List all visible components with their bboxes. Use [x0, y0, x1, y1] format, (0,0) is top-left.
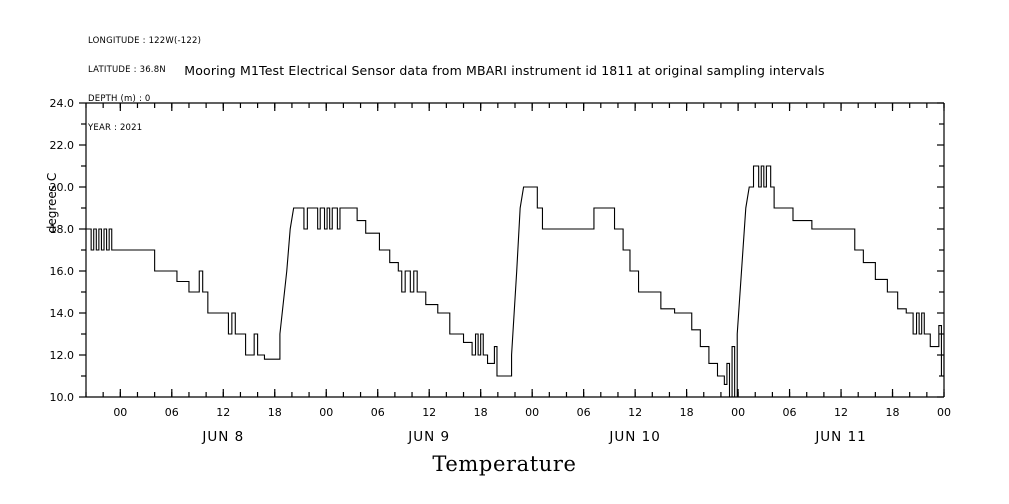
x-tick-label: 18: [268, 406, 282, 419]
y-tick-label: 14.0: [50, 307, 75, 320]
x-tick-label: 06: [577, 406, 591, 419]
y-tick-label: 18.0: [50, 223, 75, 236]
metadata-latitude: LATITUDE : 36.8N: [88, 64, 166, 75]
x-tick-label: 12: [834, 406, 848, 419]
x-tick-label: 00: [937, 406, 951, 419]
y-tick-label: 22.0: [50, 139, 75, 152]
y-tick-label: 24.0: [50, 97, 75, 110]
metadata-longitude: LONGITUDE : 122W(-122): [88, 36, 202, 47]
x-tick-label: 00: [731, 406, 745, 419]
metadata-year: YEAR : 2021: [88, 122, 143, 133]
bottom-variable-label: Temperature: [432, 452, 577, 476]
x-tick-label: 06: [783, 406, 797, 419]
y-tick-label: 12.0: [50, 349, 75, 362]
metadata-block: LONGITUDE : 122W(-122) LATITUDE : 36.8N …: [88, 18, 201, 152]
x-day-label: JUN 10: [608, 429, 660, 445]
data-line-temperature: [86, 165, 944, 397]
y-tick-label: 16.0: [50, 265, 75, 278]
x-tick-label: 00: [113, 406, 127, 419]
x-tick-label: 00: [319, 406, 333, 419]
y-tick-label: 20.0: [50, 181, 75, 194]
x-day-label: JUN 9: [407, 429, 450, 445]
x-tick-label: 06: [165, 406, 179, 419]
x-tick-label: 00: [525, 406, 539, 419]
metadata-depth: DEPTH (m) : 0: [88, 93, 151, 104]
x-tick-label: 18: [680, 406, 694, 419]
x-day-label: JUN 8: [201, 429, 244, 445]
x-tick-label: 18: [474, 406, 488, 419]
y-tick-label: 10.0: [50, 391, 75, 404]
x-tick-label: 06: [371, 406, 385, 419]
chart-title: Mooring M1Test Electrical Sensor data fr…: [184, 63, 825, 78]
x-day-label: JUN 11: [814, 429, 866, 445]
x-tick-label: 12: [422, 406, 436, 419]
x-tick-label: 18: [886, 406, 900, 419]
x-tick-label: 12: [628, 406, 642, 419]
series-group: [86, 165, 944, 397]
x-tick-label: 12: [216, 406, 230, 419]
